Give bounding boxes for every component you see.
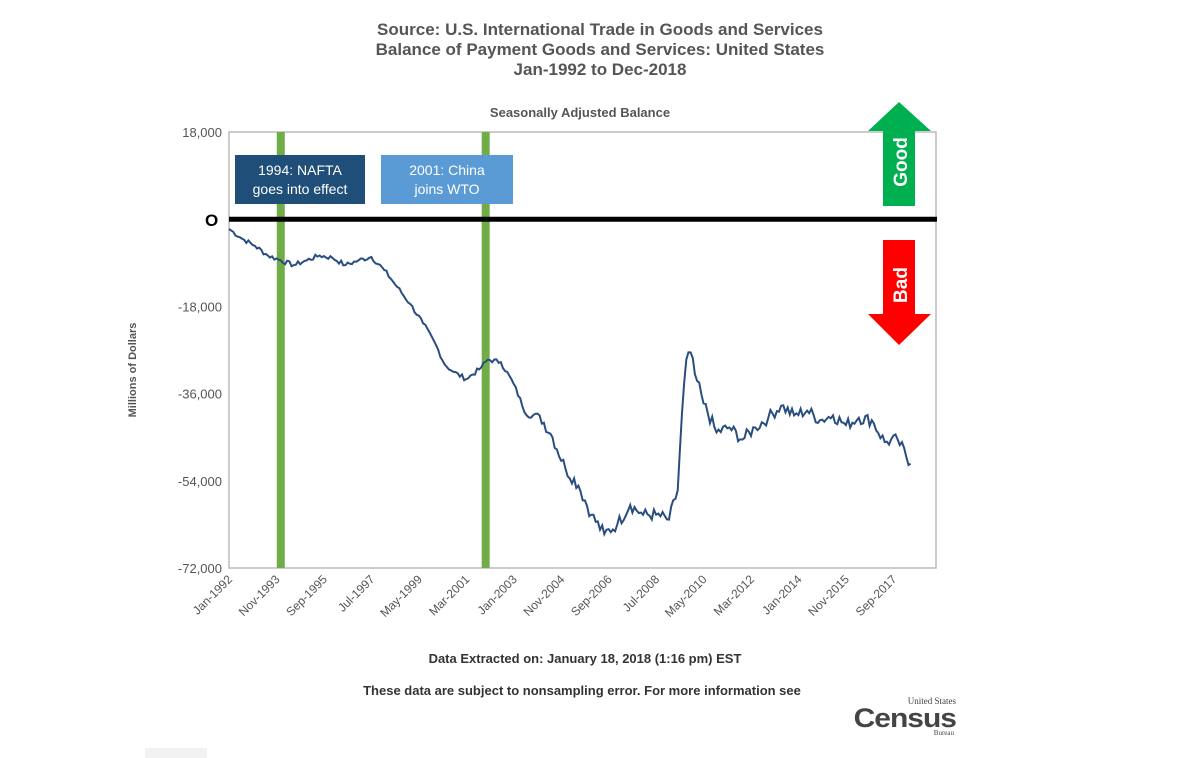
y-tick-label: -18,000 [178,299,222,314]
y-axis-ticks: 18,000 -18,000 -36,000 -54,000 -72,000 [178,125,222,576]
good-arrow: Good [868,102,931,206]
y-tick-label: -36,000 [178,387,222,402]
x-tick-label: Jan-1992 [190,572,236,618]
x-tick-label: Sep-2006 [568,572,615,619]
x-axis-ticks: Jan-1992 Nov-1993 Sep-1995 Jul-1997 May-1999… [190,572,900,620]
china-label-line-1: 2001: China [409,162,485,178]
x-tick-label: Jan-2014 [759,572,805,618]
x-tick-label: Mar-2012 [711,572,757,618]
x-tick-label: May-1999 [377,572,425,620]
series-line [228,228,912,537]
china-label-line-2: joins WTO [413,181,479,197]
y-axis-label: Millions of Dollars [127,323,139,418]
corner-tab [145,748,207,758]
y-tick-label: 18,000 [182,125,222,140]
bad-arrow: Bad [868,240,931,345]
series-layer [228,228,912,537]
x-tick-label: May-2010 [662,572,710,620]
x-tick-label: Jul-1997 [335,572,378,615]
plot-frame [228,131,937,569]
chart-header: Source: U.S. International Trade in Good… [0,20,1200,80]
nafta-annotation: 1994: NAFTA goes into effect [235,155,365,204]
bad-label: Bad [891,267,912,303]
x-tick-label: Sep-2017 [853,572,900,619]
y-tick-label: -54,000 [178,474,222,489]
data-extracted-note: Data Extracted on: January 18, 2018 (1:1… [428,651,742,666]
nafta-label-line-2: goes into effect [253,181,348,197]
event-markers [276,132,490,568]
x-tick-label: Nov-2004 [521,572,568,619]
header-line-2: Balance of Payment Goods and Services: U… [375,40,825,59]
china-annotation: 2001: China joins WTO [381,155,513,204]
nonsampling-note: These data are subject to nonsampling er… [363,683,801,698]
x-tick-label: Sep-1995 [283,572,330,619]
chart-title: Seasonally Adjusted Balance [490,105,670,120]
x-tick-label: Nov-2015 [805,572,852,619]
header-line-3: Jan-1992 to Dec-2018 [513,60,687,79]
x-tick-label: Jan-2003 [475,572,521,618]
census-logo: United States Census Bureau [854,696,960,738]
logo-line-1: United States [907,696,956,706]
x-tick-label: Nov-1993 [236,572,283,619]
x-tick-label: Jul-2008 [620,572,663,615]
good-label: Good [891,137,912,187]
y-tick-label: -72,000 [178,561,222,576]
x-tick-label: Mar-2001 [426,572,472,618]
header-line-1: Source: U.S. International Trade in Good… [377,20,823,39]
zero-label: O [205,211,218,230]
nafta-label-line-1: 1994: NAFTA [258,162,342,178]
logo-line-3: Bureau [933,729,954,737]
logo-line-2: Census [853,703,957,734]
